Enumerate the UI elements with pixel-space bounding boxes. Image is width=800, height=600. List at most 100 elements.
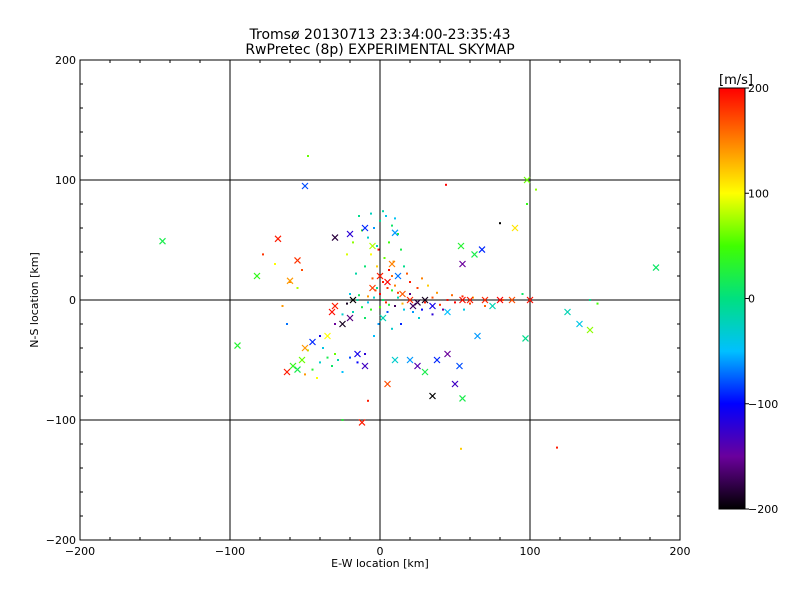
x-marker-point	[309, 338, 316, 346]
x-marker-point	[394, 272, 402, 280]
dot-point	[386, 311, 389, 313]
dot-point	[364, 265, 366, 268]
x-marker-point	[429, 302, 436, 310]
x-tick-labels: −200 −100 0 100 200	[65, 545, 691, 558]
dot-point	[370, 212, 372, 215]
dot-point	[382, 210, 384, 213]
dot-point	[421, 277, 423, 280]
y-axis-label: N-S location [km]	[28, 252, 41, 348]
x-marker-point	[358, 418, 366, 426]
dot-point	[319, 335, 321, 337]
dot-point	[367, 236, 369, 239]
y-tick-labels: −200 −100 0 100 200	[46, 54, 76, 547]
x-marker-point	[459, 260, 466, 268]
dot-point	[400, 323, 402, 325]
x-marker-point	[159, 237, 166, 245]
x-marker-point	[369, 284, 376, 292]
dot-point	[352, 241, 354, 244]
dot-point	[341, 371, 344, 373]
x-marker-point	[459, 394, 466, 402]
x-marker-point	[286, 277, 294, 285]
dot-point	[388, 269, 390, 271]
dot-point	[346, 302, 348, 305]
dot-point	[386, 287, 389, 289]
dot-point	[382, 299, 384, 301]
dot-point	[403, 265, 405, 268]
x-marker-point	[361, 362, 369, 370]
x-marker-point	[478, 246, 486, 254]
dot-point	[377, 248, 380, 251]
x-marker-point	[391, 356, 399, 364]
x-marker-point	[369, 242, 376, 250]
dot-point	[304, 373, 306, 376]
x-marker-point	[522, 334, 529, 342]
dot-point	[383, 257, 386, 259]
dot-point	[526, 203, 528, 205]
dot-point	[311, 368, 314, 371]
x-marker-point	[391, 229, 399, 237]
dot-point	[445, 183, 447, 186]
dot-point	[463, 308, 465, 311]
x-marker-point	[376, 272, 384, 280]
chart-subtitle: RwPretec (8p) EXPERIMENTAL SKYMAP	[245, 42, 514, 58]
dot-point	[349, 293, 351, 295]
x-marker-point	[379, 314, 387, 322]
x-marker-point	[384, 278, 391, 286]
y-tick-label: −200	[46, 534, 76, 547]
dot-point	[421, 308, 423, 311]
dot-point	[361, 306, 363, 309]
x-marker-point	[481, 296, 489, 304]
dot-point	[388, 303, 390, 306]
dot-point	[331, 365, 333, 367]
dot-point	[460, 447, 462, 450]
dot-point	[427, 284, 429, 287]
y-tick-label: 100	[55, 174, 76, 187]
dot-point	[397, 296, 399, 299]
x-axis-label: E-W location [km]	[331, 557, 429, 570]
dot-point	[371, 277, 374, 280]
dot-point	[589, 299, 591, 301]
dot-point	[424, 301, 426, 304]
y-tick-label: −100	[46, 414, 76, 427]
x-marker-point	[457, 242, 465, 250]
x-marker-point	[354, 350, 361, 358]
dot-point	[379, 306, 381, 309]
x-marker-point	[526, 296, 534, 304]
dot-point	[469, 302, 471, 305]
x-marker-point	[451, 380, 459, 388]
colorbar	[718, 87, 746, 510]
x-marker-point	[496, 296, 504, 304]
x-marker-point	[414, 298, 421, 306]
dot-point	[461, 295, 464, 298]
dot-point	[322, 347, 324, 349]
dot-point	[535, 188, 537, 191]
x-marker-point	[523, 176, 531, 184]
dot-point	[391, 224, 393, 227]
x-marker-point	[349, 296, 357, 304]
x-tick-label: 0	[377, 545, 384, 558]
dot-point	[406, 272, 408, 275]
dot-point	[418, 317, 420, 319]
dot-point	[319, 361, 321, 364]
x-marker-point	[433, 356, 441, 364]
dot-point	[382, 281, 384, 283]
x-marker-point	[346, 314, 354, 322]
x-marker-point	[346, 230, 354, 238]
colorbar-tick-label: 0	[748, 293, 755, 306]
dot-point	[316, 377, 318, 379]
dot-point	[373, 296, 375, 299]
dot-point	[286, 323, 288, 325]
dot-point	[403, 308, 405, 311]
x-marker-point	[253, 272, 261, 280]
x-marker-point	[301, 344, 309, 352]
dot-point	[409, 293, 411, 295]
dot-point	[431, 313, 434, 316]
dot-point	[391, 327, 393, 330]
dot-point	[349, 356, 351, 359]
dot-point	[281, 305, 284, 307]
dot-point	[416, 287, 419, 289]
dot-point	[431, 296, 434, 299]
dot-point	[379, 293, 381, 295]
dot-point	[436, 291, 438, 294]
x-marker-point	[388, 260, 396, 268]
